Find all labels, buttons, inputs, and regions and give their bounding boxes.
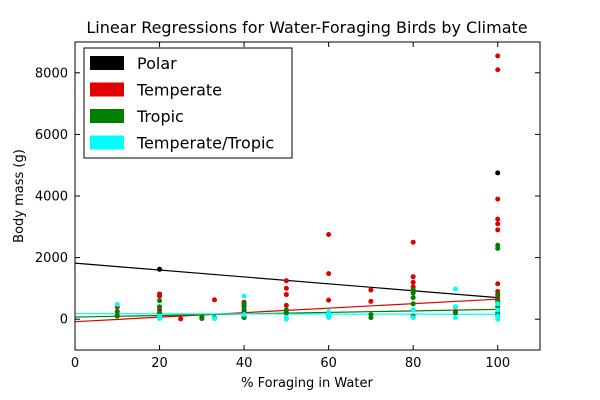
data-point-temperate bbox=[178, 316, 184, 322]
data-point-temperate-tropic bbox=[452, 304, 458, 310]
data-point-temperate-tropic bbox=[241, 293, 247, 299]
x-axis-label: % Foraging in Water bbox=[241, 376, 373, 391]
data-point-temperate bbox=[410, 274, 416, 280]
data-point-tropic bbox=[157, 298, 163, 304]
y-tick-label: 2000 bbox=[35, 251, 68, 266]
x-tick-label: 40 bbox=[236, 356, 253, 371]
data-point-temperate bbox=[495, 53, 501, 59]
data-point-tropic bbox=[114, 309, 120, 314]
legend-swatch-tropic bbox=[90, 109, 124, 123]
legend: Polar Temperate Tropic Temperate/Tropic bbox=[83, 47, 293, 159]
data-point-temperate-tropic bbox=[410, 307, 416, 313]
data-point-temperate bbox=[495, 221, 501, 227]
legend-swatch-polar bbox=[90, 56, 124, 70]
data-points bbox=[114, 53, 501, 322]
data-point-temperate bbox=[495, 67, 501, 73]
legend-label-polar: Polar bbox=[137, 54, 177, 73]
data-point-temperate-tropic bbox=[452, 286, 458, 292]
data-point-temperate-tropic bbox=[114, 301, 120, 307]
data-point-tropic bbox=[495, 292, 501, 298]
data-point-temperate bbox=[283, 278, 289, 284]
data-point-temperate-tropic bbox=[326, 315, 332, 321]
data-point-temperate-tropic bbox=[212, 316, 217, 322]
data-point-temperate bbox=[410, 279, 416, 285]
x-tick-label: 80 bbox=[405, 356, 422, 371]
data-point-temperate bbox=[495, 216, 501, 222]
data-point-temperate bbox=[368, 298, 374, 304]
data-point-tropic bbox=[410, 290, 416, 296]
data-point-tropic bbox=[410, 295, 416, 301]
data-point-temperate-tropic bbox=[495, 316, 501, 322]
data-point-temperate bbox=[212, 297, 217, 303]
data-point-temperate-tropic bbox=[452, 315, 458, 321]
data-point-temperate-tropic bbox=[495, 307, 501, 313]
data-point-tropic bbox=[495, 245, 501, 251]
data-point-temperate-tropic bbox=[283, 316, 289, 322]
legend-swatch-temperate bbox=[90, 82, 124, 97]
data-point-temperate bbox=[495, 227, 501, 233]
data-point-temperate-tropic bbox=[157, 316, 163, 322]
data-point-temperate-tropic bbox=[410, 315, 416, 321]
legend-label-temperate-tropic: Temperate/Tropic bbox=[136, 134, 274, 153]
x-tick-label: 0 bbox=[71, 356, 79, 371]
data-point-tropic bbox=[368, 315, 374, 321]
y-axis-label: Body mass (g) bbox=[12, 149, 27, 243]
data-point-temperate bbox=[157, 293, 163, 299]
x-tick-label: 100 bbox=[485, 356, 510, 371]
y-tick-label: 4000 bbox=[35, 190, 68, 205]
data-point-temperate bbox=[410, 239, 416, 245]
y-axis-ticks: 0 2000 4000 6000 8000 bbox=[35, 66, 540, 328]
data-point-tropic bbox=[157, 304, 163, 310]
data-point-tropic bbox=[114, 313, 120, 319]
x-axis-ticks: 0 20 40 60 80 100 bbox=[71, 42, 510, 371]
data-point-tropic bbox=[410, 301, 416, 307]
data-point-temperate bbox=[283, 292, 289, 298]
y-tick-label: 8000 bbox=[35, 66, 68, 81]
data-point-polar bbox=[495, 170, 501, 176]
data-point-temperate bbox=[283, 302, 289, 308]
data-point-temperate bbox=[326, 232, 332, 237]
x-tick-label: 20 bbox=[151, 356, 168, 371]
data-point-temperate bbox=[495, 281, 501, 287]
data-point-tropic bbox=[241, 304, 247, 310]
legend-swatch-temperate-tropic bbox=[90, 135, 124, 150]
data-point-tropic bbox=[283, 310, 289, 316]
chart-title: Linear Regressions for Water-Foraging Bi… bbox=[86, 18, 527, 37]
data-point-temperate bbox=[368, 287, 374, 293]
y-tick-label: 0 bbox=[60, 313, 68, 328]
x-tick-label: 60 bbox=[320, 356, 337, 371]
data-point-tropic bbox=[452, 310, 458, 316]
legend-label-temperate: Temperate bbox=[136, 81, 222, 100]
data-point-temperate bbox=[495, 196, 501, 202]
data-point-temperate bbox=[326, 271, 332, 277]
legend-label-tropic: Tropic bbox=[136, 107, 184, 126]
data-point-temperate-tropic bbox=[241, 312, 247, 318]
y-tick-label: 6000 bbox=[35, 128, 68, 143]
data-point-temperate bbox=[283, 285, 289, 291]
data-point-temperate bbox=[326, 297, 332, 303]
data-point-tropic bbox=[199, 316, 205, 322]
data-point-polar bbox=[157, 266, 163, 272]
data-point-temperate-tropic bbox=[495, 301, 501, 307]
